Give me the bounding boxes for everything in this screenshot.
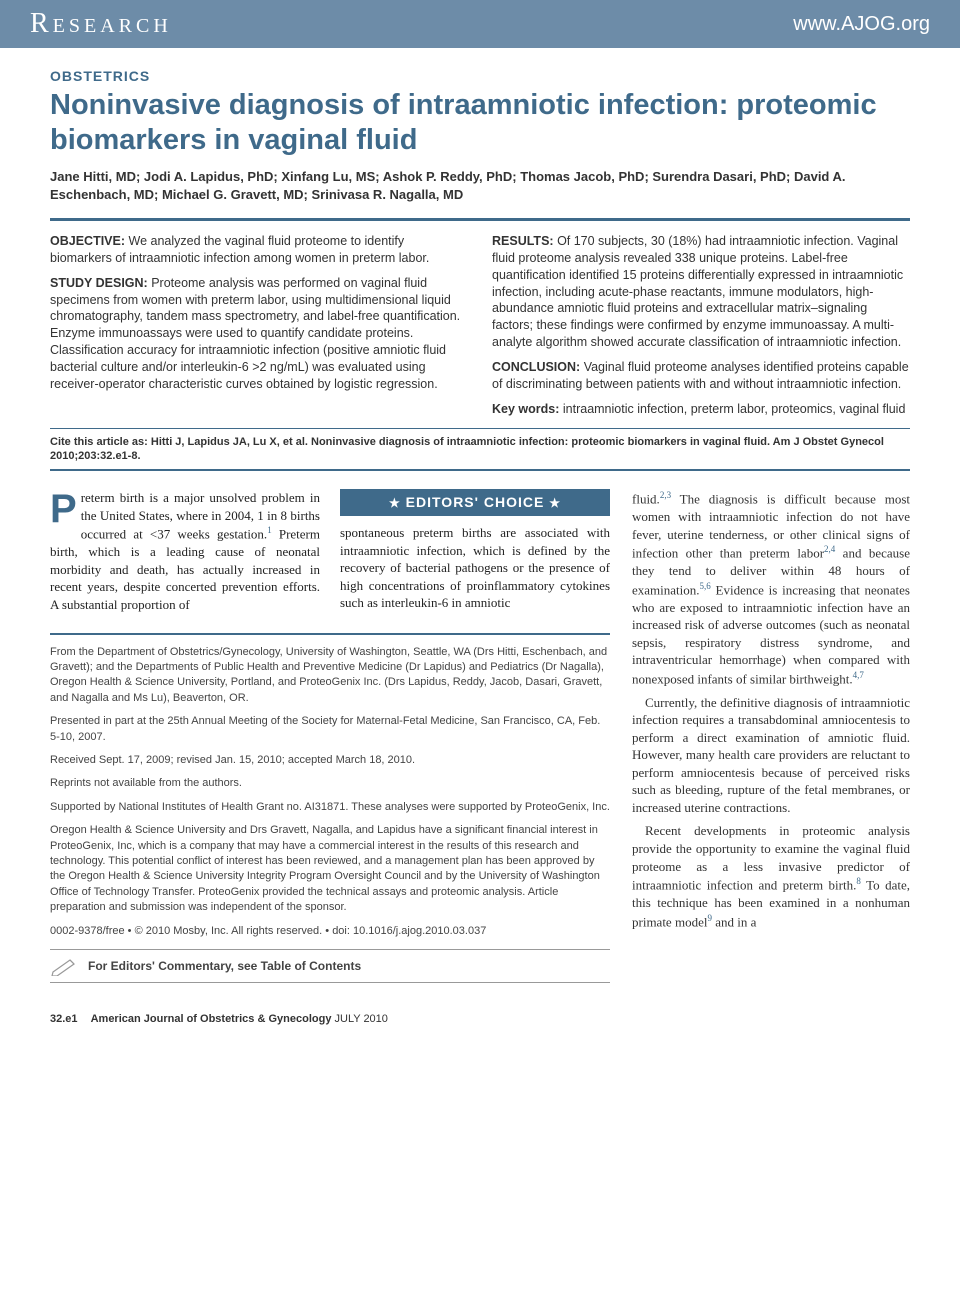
body-p4: Currently, the definitive diagnosis of i…	[632, 694, 910, 817]
body-p5c: and in a	[712, 914, 756, 929]
study-text: Proteome analysis was performed on vagin…	[50, 276, 460, 391]
column-3: fluid.2,3 The diagnosis is difficult bec…	[632, 489, 910, 936]
article-content: OBSTETRICS Noninvasive diagnosis of intr…	[0, 48, 960, 1003]
article-title: Noninvasive diagnosis of intraamniotic i…	[50, 88, 910, 158]
results-text: Of 170 subjects, 30 (18%) had intraamnio…	[492, 234, 903, 349]
star-icon: ★	[549, 496, 561, 510]
ref-23[interactable]: 2,3	[660, 490, 671, 500]
divider	[50, 218, 910, 221]
journal-name: American Journal of Obstetrics & Gynecol…	[91, 1013, 332, 1025]
affil-7: 0002-9378/free • © 2010 Mosby, Inc. All …	[50, 924, 610, 939]
issue-date: JULY 2010	[335, 1013, 388, 1025]
ref-56[interactable]: 5,6	[700, 581, 711, 591]
affil-3: Received Sept. 17, 2009; revised Jan. 15…	[50, 753, 610, 768]
page-footer: 32.e1 American Journal of Obstetrics & G…	[0, 1003, 960, 1045]
columns-1-2: Preterm birth is a major unsolved proble…	[50, 489, 610, 618]
journal-header: Research www.AJOG.org	[0, 0, 960, 48]
affil-4: Reprints not available from the authors.	[50, 776, 610, 791]
site-url[interactable]: www.AJOG.org	[793, 13, 930, 36]
citation: Cite this article as: Hitti J, Lapidus J…	[50, 428, 910, 472]
editors-choice-text: EDITORS' CHOICE	[406, 494, 545, 510]
page-number: 32.e1	[50, 1013, 78, 1025]
results-label: RESULTS:	[492, 234, 554, 248]
body-p3d: Evidence is increasing that neonates who…	[632, 582, 910, 686]
keywords-text: intraamniotic infection, preterm labor, …	[563, 402, 906, 416]
study-label: STUDY DESIGN:	[50, 276, 148, 290]
keywords-label: Key words:	[492, 402, 559, 416]
pencil-icon	[50, 956, 78, 976]
star-icon: ★	[389, 496, 401, 510]
affil-1: From the Department of Obstetrics/Gyneco…	[50, 645, 610, 707]
article-body: fluid.2,3 The diagnosis is difficult bec…	[50, 489, 910, 983]
ref-47[interactable]: 4,7	[853, 670, 864, 680]
commentary-row: For Editors' Commentary, see Table of Co…	[50, 949, 610, 983]
affil-2: Presented in part at the 25th Annual Mee…	[50, 714, 610, 745]
affil-5: Supported by National Institutes of Heal…	[50, 800, 610, 815]
objective-label: OBJECTIVE:	[50, 234, 125, 248]
section-label: OBSTETRICS	[50, 68, 910, 84]
abstract: OBJECTIVE: We analyzed the vaginal fluid…	[50, 233, 910, 418]
affiliations: From the Department of Obstetrics/Gyneco…	[50, 633, 610, 983]
body-p3a: fluid.	[632, 492, 660, 507]
ref-24[interactable]: 2,4	[824, 544, 835, 554]
dropcap: P	[50, 489, 81, 525]
affil-6: Oregon Health & Science University and D…	[50, 823, 610, 915]
commentary-text[interactable]: For Editors' Commentary, see Table of Co…	[88, 958, 361, 975]
research-label: Research	[30, 8, 172, 40]
body-p2: spontaneous preterm births are associate…	[340, 524, 610, 612]
editors-choice-badge: ★ EDITORS' CHOICE ★	[340, 489, 610, 516]
author-list: Jane Hitti, MD; Jodi A. Lapidus, PhD; Xi…	[50, 168, 910, 204]
conclusion-label: CONCLUSION:	[492, 360, 580, 374]
